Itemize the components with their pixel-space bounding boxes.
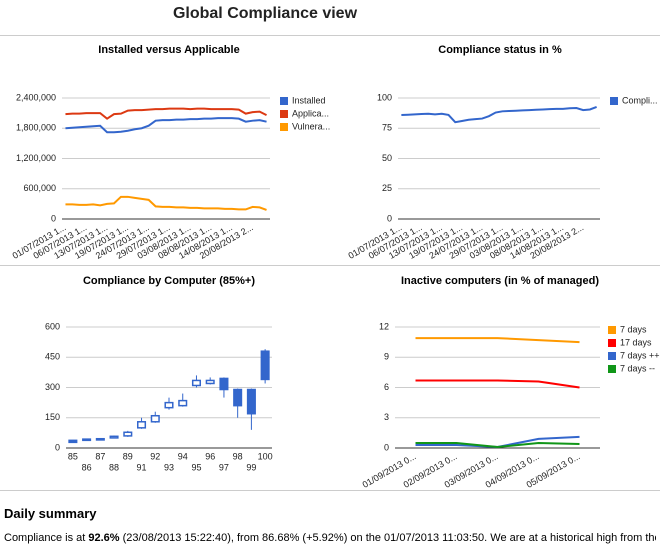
series-line <box>415 441 580 448</box>
y-tick-label: 600,000 <box>23 183 56 193</box>
y-tick-label: 50 <box>382 153 392 163</box>
legend-label: 17 days <box>620 337 652 347</box>
legend-label: Vulnera... <box>292 121 330 131</box>
candle-body <box>137 421 147 429</box>
chart-title: Inactive computers (in % of managed) <box>401 275 599 287</box>
candle-body <box>150 414 160 423</box>
summary-part: Compliance is at <box>4 532 89 544</box>
candle-body <box>82 438 92 442</box>
y-tick-label: 300 <box>45 382 60 392</box>
page-title: Global Compliance view <box>173 5 358 22</box>
candle-body <box>109 435 119 439</box>
legend-swatch <box>608 365 616 373</box>
y-tick-label: 2,400,000 <box>16 92 56 102</box>
legend-swatch <box>280 97 288 105</box>
legend-label: 7 days ++ <box>620 350 660 360</box>
legend-label: Applica... <box>292 108 329 118</box>
x-tick-label: 98 <box>233 451 243 461</box>
x-tick-label: 99 <box>246 462 256 472</box>
series-line <box>415 379 580 389</box>
series-line <box>65 117 267 134</box>
legend-swatch <box>608 339 616 347</box>
y-tick-label: 0 <box>51 213 56 223</box>
x-tick-label: 97 <box>219 462 229 472</box>
y-tick-label: 3 <box>384 412 389 422</box>
summary-value: 92.6% <box>88 532 120 544</box>
chart-title: Compliance by Computer (85%+) <box>83 275 255 287</box>
candle-body <box>178 399 188 407</box>
y-tick-label: 75 <box>382 123 392 133</box>
candle-body <box>233 388 243 407</box>
x-tick-label: 92 <box>150 451 160 461</box>
summary-part: (23/08/2013 15:22:40), from 86.68% (+5.9… <box>119 532 656 544</box>
legend-label: Installed <box>292 95 326 105</box>
y-tick-label: 450 <box>45 352 60 362</box>
legend-swatch <box>608 326 616 334</box>
series-line <box>415 337 580 344</box>
x-tick-label: 85 <box>68 451 78 461</box>
y-tick-label: 0 <box>55 442 60 452</box>
legend-swatch <box>280 123 288 131</box>
candle-body <box>95 437 105 441</box>
y-tick-label: 600 <box>45 321 60 331</box>
candle-body <box>219 377 229 391</box>
candle-body <box>246 388 256 415</box>
legend-swatch <box>280 110 288 118</box>
legend-label: Compli... <box>622 95 658 105</box>
y-tick-label: 1,200,000 <box>16 153 56 163</box>
legend-label: 7 days <box>620 324 647 334</box>
series-line <box>65 107 267 120</box>
y-tick-label: 100 <box>377 92 392 102</box>
x-tick-label: 94 <box>178 451 188 461</box>
series-line <box>65 195 267 211</box>
x-tick-label: 93 <box>164 462 174 472</box>
chart-title: Compliance status in % <box>438 44 562 56</box>
y-tick-label: 12 <box>379 321 389 331</box>
x-tick-label: 86 <box>82 462 92 472</box>
candle-body <box>260 350 270 381</box>
x-tick-label: 96 <box>205 451 215 461</box>
summary-heading: Daily summary <box>4 506 97 521</box>
legend-label: 7 days -- <box>620 363 655 373</box>
candle-body <box>191 379 201 387</box>
candle-body <box>205 379 215 385</box>
legend-swatch <box>610 97 618 105</box>
y-tick-label: 150 <box>45 412 60 422</box>
chart-title: Installed versus Applicable <box>98 44 239 56</box>
y-tick-label: 25 <box>382 183 392 193</box>
x-tick-label: 89 <box>123 451 133 461</box>
y-tick-label: 9 <box>384 352 389 362</box>
x-tick-label: 88 <box>109 462 119 472</box>
y-tick-label: 1,800,000 <box>16 123 56 133</box>
candle-body <box>123 431 133 437</box>
candle-body <box>68 439 78 444</box>
y-tick-label: 6 <box>384 382 389 392</box>
legend-swatch <box>608 352 616 360</box>
x-tick-label: 100 <box>258 451 273 461</box>
x-tick-label: 87 <box>95 451 105 461</box>
y-tick-label: 0 <box>384 442 389 452</box>
x-tick-label: 91 <box>137 462 147 472</box>
series-line <box>401 106 597 124</box>
candle-body <box>164 401 174 409</box>
summary-text: Compliance is at 92.6% (23/08/2013 15:22… <box>4 532 656 544</box>
x-tick-label: 95 <box>191 462 201 472</box>
y-tick-label: 0 <box>387 213 392 223</box>
series-line <box>415 435 580 448</box>
